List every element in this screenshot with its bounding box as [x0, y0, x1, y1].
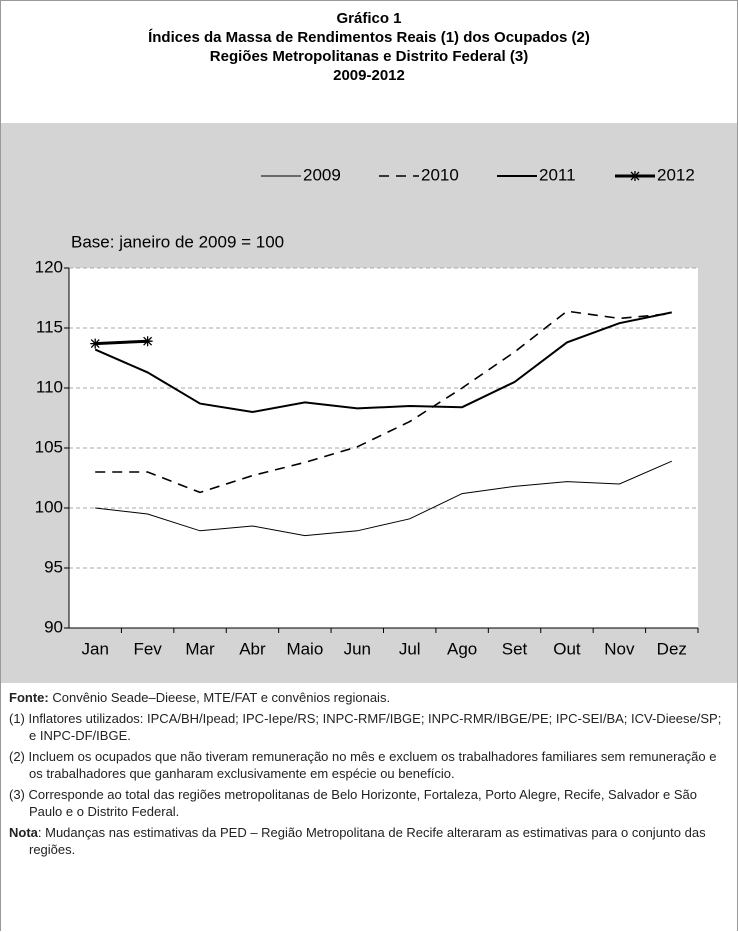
note-label: (2) — [9, 749, 25, 764]
legend-label: 2009 — [303, 165, 341, 184]
y-tick-label: 90 — [44, 617, 63, 636]
y-tick-label: 100 — [35, 497, 63, 516]
x-tick-label: Mar — [185, 639, 215, 658]
marker — [630, 171, 640, 181]
note: (3) Corresponde ao total das regiões met… — [9, 786, 727, 820]
series-line — [94, 311, 672, 414]
note-text: Convênio Seade–Dieese, MTE/FAT e convêni… — [52, 690, 391, 705]
x-tick-label: Fev — [133, 639, 162, 658]
note-text: Inflatores utilizados: IPCA/BH/Ipead; IP… — [28, 711, 722, 743]
note-text: Corresponde ao total das regiões metropo… — [28, 787, 697, 819]
title-line: Regiões Metropolitanas e Distrito Federa… — [209, 48, 529, 65]
x-tick-label: Out — [553, 639, 581, 658]
x-tick-label: Ago — [447, 639, 477, 658]
note: Fonte: Convênio Seade–Dieese, MTE/FAT e … — [9, 689, 727, 706]
x-tick-label: Nov — [604, 639, 635, 658]
subtitle: Base: janeiro de 2009 = 100 — [71, 232, 284, 251]
note-label: Fonte: — [9, 690, 49, 705]
marker — [142, 336, 153, 347]
note: (1) Inflatores utilizados: IPCA/BH/Ipead… — [9, 710, 727, 744]
note-label: Nota — [9, 825, 38, 840]
title-line: 2009-2012 — [333, 67, 405, 84]
x-tick-label: Jul — [399, 639, 421, 658]
legend-label: 2010 — [421, 165, 459, 184]
y-tick-label: 105 — [35, 437, 63, 456]
series-line — [95, 460, 672, 537]
x-tick-label: Jun — [344, 639, 371, 658]
note-text: : Mudanças nas estimativas da PED – Regi… — [29, 825, 706, 857]
titles: Gráfico 1 Índices da Massa de Rendimento… — [1, 1, 737, 123]
note: Nota: Mudanças nas estimativas da PED – … — [9, 824, 727, 858]
note-text: Incluem os ocupados que não tiveram remu… — [28, 749, 717, 781]
chart: Base: janeiro de 2009 = 100 90 95 100 105 11… — [1, 123, 737, 683]
y-tick-label: 120 — [35, 257, 63, 276]
legend-label: 2011 — [539, 165, 576, 184]
x-tick-label: Set — [502, 639, 528, 658]
x-tick-label: Abr — [239, 639, 266, 658]
note-label: (1) — [9, 711, 25, 726]
legend-label: 2012 — [657, 165, 695, 184]
y-tick-label: 115 — [36, 317, 63, 336]
series-line — [95, 310, 672, 494]
title-line: Gráfico 1 — [336, 10, 402, 27]
x-tick-label: Maio — [286, 639, 323, 658]
notes: Fonte: Convênio Seade–Dieese, MTE/FAT e … — [1, 683, 737, 858]
note: (2) Incluem os ocupados que não tiveram … — [9, 748, 727, 782]
plot-area — [69, 268, 698, 628]
x-tick-label: Dez — [657, 639, 687, 658]
y-tick-label: 110 — [36, 377, 63, 396]
marker — [90, 338, 101, 349]
title-line: Índices da Massa de Rendimentos Reais (1… — [148, 29, 590, 46]
note-label: (3) — [9, 787, 25, 802]
y-tick-label: 95 — [44, 557, 63, 576]
series-line — [95, 339, 148, 346]
x-tick-label: Jan — [81, 639, 108, 658]
